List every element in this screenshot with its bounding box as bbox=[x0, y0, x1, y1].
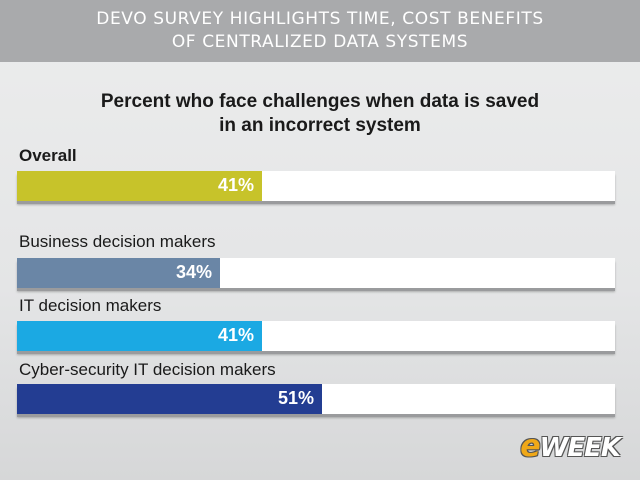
header-title-line-1: DEVO SURVEY HIGHLIGHTS TIME, COST BENEFI… bbox=[96, 9, 544, 29]
category-label-2: IT decision makers bbox=[19, 296, 162, 315]
bar-track-1: 34% bbox=[17, 258, 615, 288]
bar-value-label-3: 51% bbox=[277, 388, 314, 408]
bar-track-2: 41% bbox=[17, 321, 615, 351]
bar-value-label-2: 41% bbox=[217, 325, 254, 345]
chart-title-line-1: Percent who face challenges when data is… bbox=[100, 91, 540, 112]
category-label-3: Cyber-security IT decision makers bbox=[19, 360, 276, 379]
header-title-line-2: OF CENTRALIZED DATA SYSTEMS bbox=[171, 32, 469, 52]
bar-track-0: 41% bbox=[17, 171, 615, 201]
header-banner: DEVO SURVEY HIGHLIGHTS TIME, COST BENEFI… bbox=[0, 0, 640, 62]
bar-fill-1 bbox=[17, 258, 220, 288]
category-label-0: Overall bbox=[19, 146, 77, 165]
chart-title-line-2: in an incorrect system bbox=[219, 115, 421, 136]
category-label-1: Business decision makers bbox=[19, 232, 216, 251]
bar-value-label-1: 34% bbox=[175, 262, 212, 282]
bar-track-3: 51% bbox=[17, 384, 615, 414]
bar-fill-2 bbox=[17, 321, 262, 351]
bar-fill-3 bbox=[17, 384, 322, 414]
bar-fill-0 bbox=[17, 171, 262, 201]
eweek-logo: eWEEK bbox=[520, 429, 621, 464]
bar-value-label-0: 41% bbox=[217, 175, 254, 195]
